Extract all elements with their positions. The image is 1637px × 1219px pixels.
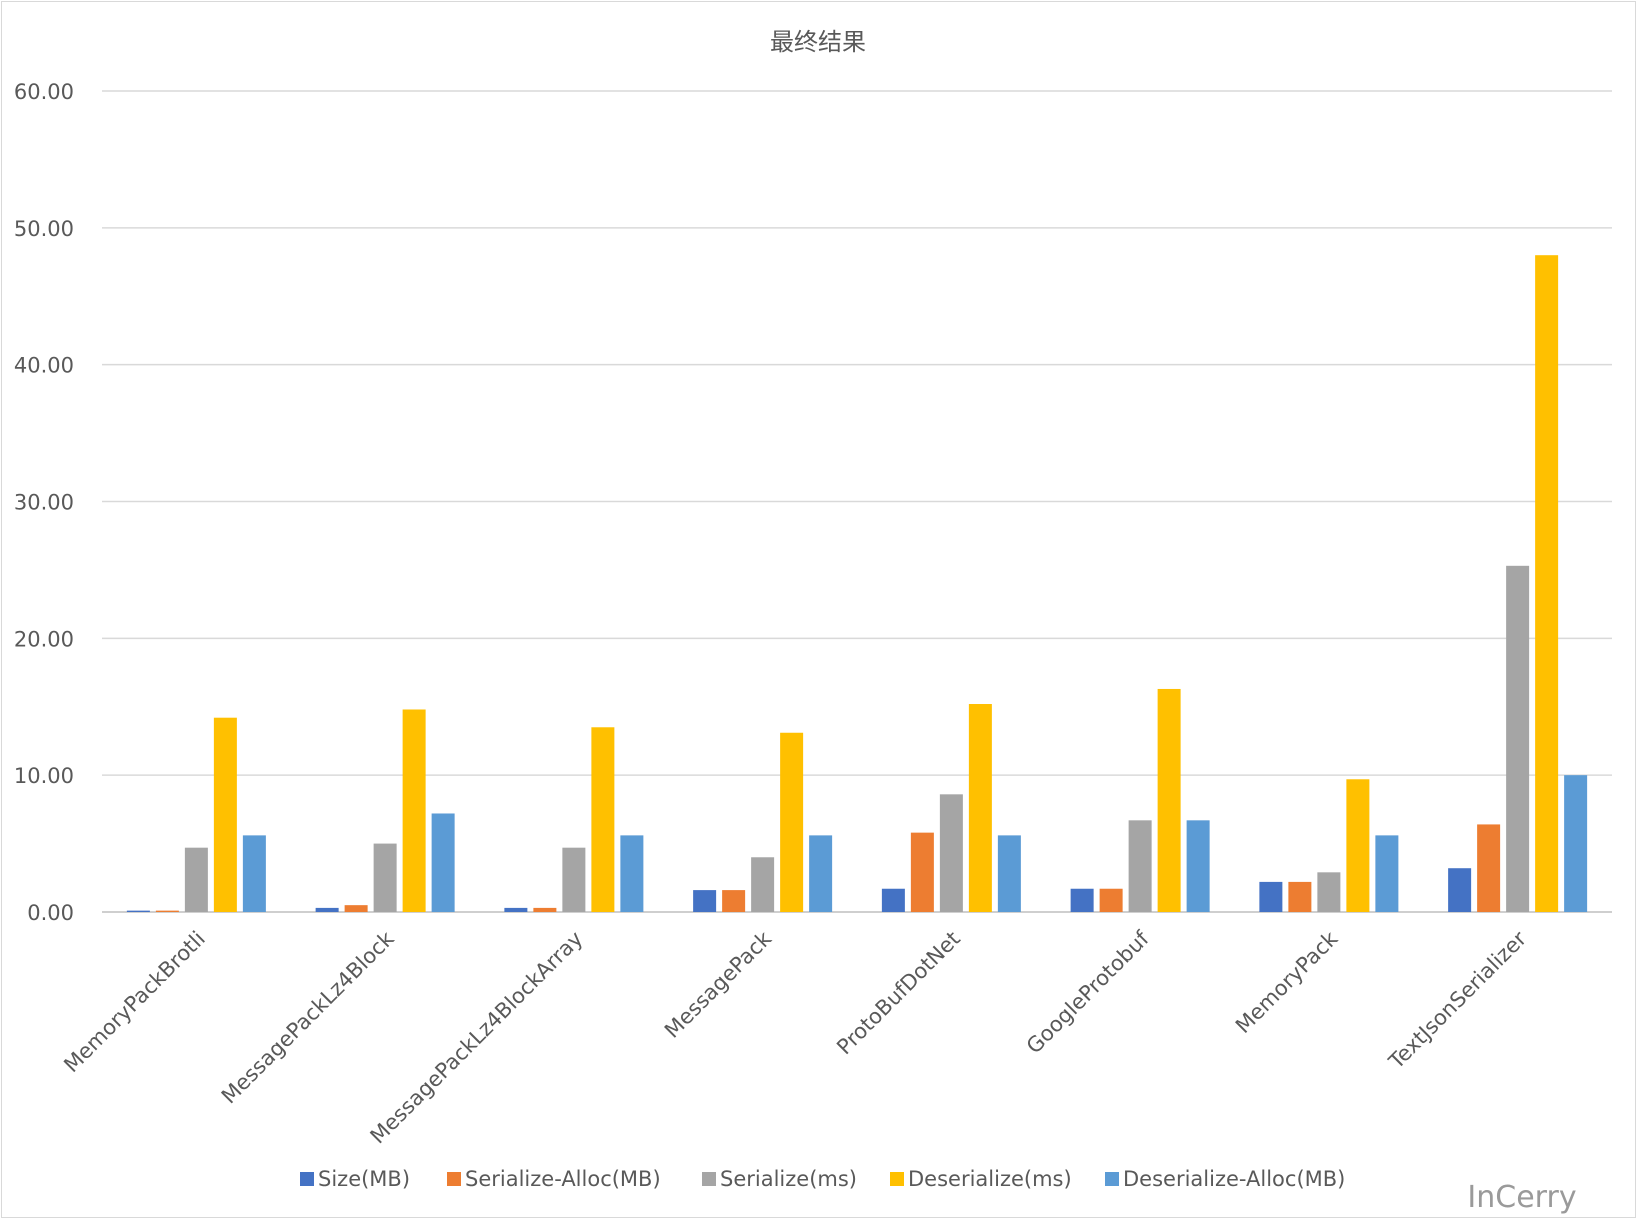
bar (1259, 881, 1283, 912)
bar (1506, 565, 1530, 912)
y-tick-label: 10.00 (14, 764, 74, 788)
bar (431, 813, 455, 912)
bar (968, 704, 992, 912)
x-category-label: MessagePack (660, 926, 777, 1043)
bar (591, 727, 615, 912)
y-axis-tick-labels: 0.00 10.00 20.00 30.00 40.00 50.00 60.00 (14, 80, 74, 925)
legend-label: Deserialize(ms) (908, 1167, 1072, 1191)
x-category-label: TextJsonSerializer (1384, 926, 1532, 1074)
bar (1288, 881, 1312, 912)
bar (562, 847, 586, 912)
bar (1157, 688, 1181, 912)
y-tick-label: 40.00 (14, 354, 74, 378)
legend-label: Serialize(ms) (720, 1167, 857, 1191)
bar (184, 847, 208, 912)
x-axis-category-labels: MemoryPackBrotli MessagePackLz4BlockMessa… (59, 926, 1531, 1148)
bar (620, 835, 644, 912)
legend-swatch (447, 1172, 461, 1186)
bar (1099, 888, 1123, 912)
bar (373, 843, 397, 912)
bar (780, 732, 804, 912)
bar (155, 910, 179, 912)
bar (126, 910, 150, 912)
bar (722, 890, 746, 912)
bar (1070, 888, 1094, 912)
legend-swatch (702, 1172, 716, 1186)
y-tick-label: 0.00 (27, 901, 74, 925)
x-category-label: ProtoBufDotNet (832, 927, 965, 1060)
bar (939, 794, 963, 912)
x-category-label: MessagePackLz4Block (217, 926, 399, 1108)
legend-label: Size(MB) (318, 1167, 410, 1191)
bar (315, 907, 339, 912)
bar (910, 832, 934, 912)
y-tick-label: 30.00 (14, 491, 74, 515)
bar (1346, 779, 1370, 912)
y-tick-label: 20.00 (14, 627, 74, 651)
legend-label: Serialize-Alloc(MB) (465, 1167, 661, 1191)
legend-label: Deserialize-Alloc(MB) (1123, 1167, 1345, 1191)
watermark-text: InCerry (1467, 1180, 1576, 1215)
bar (1564, 775, 1588, 912)
bar (1477, 824, 1501, 912)
bar (1448, 868, 1472, 912)
legend-swatch (300, 1172, 314, 1186)
bar (809, 835, 833, 912)
x-category-label: MemoryPack (1231, 926, 1343, 1038)
bar (693, 890, 717, 912)
bar (1317, 872, 1341, 912)
gridlines (102, 90, 1612, 913)
legend: Size(MB) Serialize-Alloc(MB) Serialize(ms)… (300, 1167, 1345, 1191)
bar (402, 709, 426, 912)
bar (881, 888, 905, 912)
bar (751, 857, 775, 912)
legend-swatch (1105, 1172, 1119, 1186)
bar (504, 907, 528, 912)
bar (533, 907, 557, 912)
bar (1128, 820, 1152, 912)
bar (1186, 820, 1210, 912)
x-category-label: MemoryPackBrotli (59, 927, 210, 1078)
bar (344, 905, 368, 912)
legend-swatch (890, 1172, 904, 1186)
bar (1375, 835, 1399, 912)
y-tick-label: 60.00 (14, 80, 74, 104)
bar (213, 717, 237, 912)
x-category-label: MessagePackLz4BlockArray (366, 927, 588, 1149)
bar (1535, 255, 1559, 912)
bar (997, 835, 1021, 912)
bars (126, 255, 1588, 912)
bar (242, 835, 266, 912)
x-category-label: GoogleProtobuf (1022, 926, 1154, 1058)
y-tick-label: 50.00 (14, 217, 74, 241)
chart-title: 最终结果 (770, 28, 866, 56)
